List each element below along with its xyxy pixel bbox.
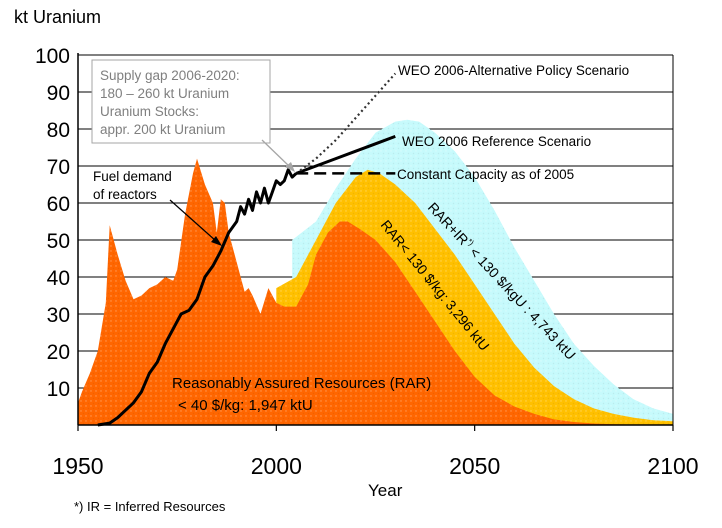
svg-text:Fuel demand: Fuel demand: [93, 169, 172, 184]
y-tick-50: 50: [47, 230, 70, 253]
area-rar40-texture: [78, 158, 673, 425]
line-reference-scenario: [295, 134, 396, 175]
supply-gap-arrowhead: [285, 162, 295, 172]
y-tick-60: 60: [47, 193, 70, 216]
fuel-demand-arrow: [169, 199, 217, 242]
y-tick-40: 40: [47, 267, 70, 290]
line-alternative-policy: [295, 72, 397, 175]
y-tick-90: 90: [47, 82, 70, 105]
alt-policy-label: WEO 2006-Alternative Policy Scenario: [398, 63, 629, 78]
axes: [77, 53, 674, 431]
rar40-label-line2: < 40 $/kg: 1,947 ktU: [178, 397, 313, 414]
fuel-demand-label: Fuel demand of reactors: [93, 169, 172, 202]
y-tick-80: 80: [47, 119, 70, 142]
constant-capacity-label: Constant Capacity as of 2005: [397, 167, 574, 182]
y-axis-title: kt Uranium: [14, 7, 101, 27]
svg-text:180 – 260 kt Uranium: 180 – 260 kt Uranium: [100, 86, 229, 101]
y-tick-100: 100: [35, 45, 70, 68]
svg-text:Supply gap 2006-2020:: Supply gap 2006-2020:: [100, 68, 240, 83]
svg-text:Uranium Stocks:: Uranium Stocks:: [100, 104, 199, 119]
reference-label: WEO 2006 Reference Scenario: [402, 134, 591, 149]
y-tick-30: 30: [47, 304, 70, 327]
y-tick-70: 70: [47, 156, 70, 179]
supply-gap-arrow: [261, 139, 291, 168]
x-tick-2050: 2050: [449, 453, 500, 479]
fuel-demand-arrowhead: [211, 236, 222, 246]
y-tick-20: 20: [47, 341, 70, 364]
x-axis-title: Year: [368, 481, 403, 500]
svg-text:of reactors: of reactors: [93, 187, 157, 202]
y-tick-10: 10: [47, 378, 70, 401]
x-tick-2000: 2000: [251, 453, 302, 479]
x-tick-1950: 1950: [52, 453, 103, 479]
footnote: *) IR = Inferred Resources: [74, 499, 226, 514]
supply-gap-box: [91, 59, 271, 144]
supply-gap-text: Supply gap 2006-2020: 180 – 260 kt Urani…: [100, 68, 240, 137]
line-series: [97, 72, 397, 427]
rar40-label-line1: Reasonably Assured Resources (RAR): [172, 375, 431, 392]
svg-text:appr. 200 kt Uranium: appr. 200 kt Uranium: [100, 122, 225, 137]
tick-labels: 10 20 30 40 50 60 70 80 90 100 1950 2000 2050 2100: [35, 45, 699, 479]
area-series: [78, 119, 673, 426]
x-tick-2100: 2100: [647, 453, 698, 479]
line-fuel-demand: [97, 168, 298, 427]
